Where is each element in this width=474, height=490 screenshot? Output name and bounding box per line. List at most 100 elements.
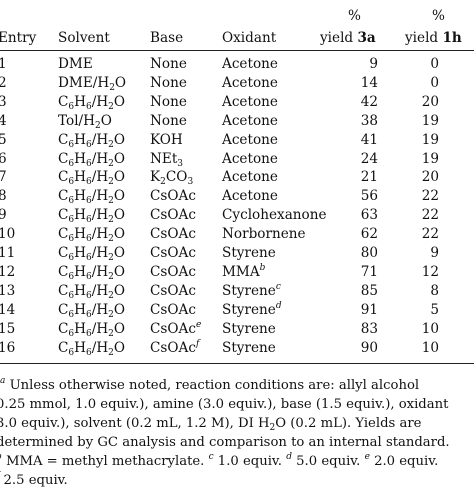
- table-row: 8 C6H6/H2O CsOAc Acetone 56 22: [0, 188, 474, 206]
- oxidant-cell: Acetone: [222, 169, 278, 186]
- base-cell: CsOAce: [150, 319, 202, 337]
- yield-3a-percent-header: %: [348, 8, 361, 24]
- solvent-cell: C6H6/H2O: [58, 169, 126, 188]
- table-row: 15 C6H6/H2O CsOAce Styrene 83 10: [0, 319, 474, 339]
- table-row: 14 C6H6/H2O CsOAc Styrened 91 5: [0, 300, 474, 320]
- base-cell: NEt3: [150, 150, 184, 169]
- entry-cell: 16: [0, 339, 16, 356]
- solvent-cell: C6H6/H2O: [58, 263, 126, 282]
- footnote-line: a Unless otherwise noted, reaction condi…: [0, 376, 420, 394]
- yield-3a-cell: 38: [360, 112, 378, 129]
- oxidant-cell: Styrenec: [222, 281, 281, 299]
- table-row: 6 C6H6/H2O NEt3 Acetone 24 19: [0, 151, 474, 169]
- base-cell: CsOAcf: [150, 338, 200, 356]
- yield-3a-cell: 62: [360, 226, 378, 243]
- entry-cell: 2: [0, 74, 7, 91]
- entry-cell: 11: [0, 245, 16, 261]
- yield-3a-cell: 71: [360, 263, 378, 280]
- yield-1h-cell: 22: [421, 226, 439, 243]
- yield-1h-cell: 19: [421, 112, 439, 129]
- yield-3a-cell: 90: [360, 339, 378, 356]
- yield-1h-cell: 5: [430, 301, 439, 318]
- entry-cell: 13: [0, 282, 16, 299]
- yield-1h-cell: 19: [421, 131, 439, 148]
- solvent-cell: DME: [58, 56, 93, 72]
- yield-3a-cell: 56: [360, 188, 378, 205]
- footnote-line: 3.0 equiv.), solvent (0.2 mL, 1.2 M), DI…: [0, 416, 422, 433]
- solvent-cell: C6H6/H2O: [58, 93, 126, 112]
- yield-3a-cell: 9: [369, 56, 378, 72]
- table-row: 4 Tol/H2O None Acetone 38 19: [0, 113, 474, 131]
- yield-1h-header: yield 1h: [405, 30, 462, 46]
- table-row: 11 C6H6/H2O CsOAc Styrene 80 9: [0, 245, 474, 263]
- base-cell: K2CO3: [150, 169, 194, 188]
- solvent-cell: C6H6/H2O: [58, 131, 126, 150]
- yield-1h-cell: 8: [430, 282, 439, 299]
- entry-cell: 3: [0, 93, 7, 110]
- oxidant-cell: Norbornene: [222, 226, 306, 243]
- base-cell: CsOAc: [150, 282, 196, 299]
- oxidant-cell: Acetone: [222, 93, 278, 110]
- table-footnote: a Unless otherwise noted, reaction condi…: [0, 376, 474, 490]
- solvent-cell: C6H6/H2O: [58, 320, 126, 339]
- oxidant-header: Oxidant: [222, 30, 277, 46]
- base-cell: KOH: [150, 131, 183, 148]
- header-divider: [0, 50, 474, 51]
- yield-3a-header: yield 3a: [320, 30, 376, 46]
- table-row: 5 C6H6/H2O KOH Acetone 41 19: [0, 132, 474, 150]
- table-row: 7 C6H6/H2O K2CO3 Acetone 21 20: [0, 169, 474, 187]
- entry-cell: 15: [0, 320, 16, 337]
- oxidant-cell: Styrened: [222, 300, 282, 318]
- table-row: 1 DME None Acetone 9 0: [0, 56, 474, 74]
- table-row: 2 DME/H2O None Acetone 14 0: [0, 75, 474, 93]
- base-cell: None: [150, 56, 187, 72]
- yield-1h-cell: 20: [421, 93, 439, 110]
- table-row: 3 C6H6/H2O None Acetone 42 20: [0, 94, 474, 112]
- oxidant-cell: Acetone: [222, 56, 278, 72]
- base-cell: CsOAc: [150, 263, 196, 280]
- oxidant-cell: Acetone: [222, 112, 278, 129]
- entry-cell: 4: [0, 112, 7, 129]
- table-row: 12 C6H6/H2O CsOAc MMAb 71 12: [0, 262, 474, 282]
- solvent-cell: DME/H2O: [58, 74, 127, 93]
- oxidant-cell: Cyclohexanone: [222, 207, 327, 224]
- solvent-header: Solvent: [58, 30, 110, 46]
- yield-1h-cell: 9: [430, 245, 439, 261]
- yield-1h-percent-header: %: [432, 8, 445, 24]
- base-cell: CsOAc: [150, 226, 196, 243]
- yield-3a-cell: 42: [360, 93, 378, 110]
- solvent-cell: C6H6/H2O: [58, 339, 126, 358]
- entry-cell: 1: [0, 56, 7, 72]
- solvent-cell: C6H6/H2O: [58, 226, 126, 245]
- oxidant-cell: Acetone: [222, 74, 278, 91]
- table-row: 10 C6H6/H2O CsOAc Norbornene 62 22: [0, 226, 474, 244]
- base-cell: CsOAc: [150, 207, 196, 224]
- base-cell: None: [150, 93, 187, 110]
- base-header: Base: [150, 30, 184, 46]
- entry-cell: 12: [0, 263, 16, 280]
- yield-3a-cell: 83: [360, 320, 378, 337]
- oxidant-cell: MMAb: [222, 262, 266, 280]
- oxidant-cell: Styrene: [222, 320, 276, 337]
- entry-cell: 6: [0, 150, 7, 167]
- base-cell: None: [150, 74, 187, 91]
- yield-3a-cell: 24: [360, 150, 378, 167]
- table-row: 9 C6H6/H2O CsOAc Cyclohexanone 63 22: [0, 207, 474, 225]
- oxidant-cell: Styrene: [222, 339, 276, 356]
- yield-1h-cell: 0: [430, 74, 439, 91]
- oxidant-cell: Acetone: [222, 150, 278, 167]
- yield-3a-cell: 80: [360, 245, 378, 261]
- base-cell: CsOAc: [150, 188, 196, 205]
- footnote-line: determined by GC analysis and comparison…: [0, 435, 450, 450]
- footnote-line: b MMA = methyl methacrylate. c 1.0 equiv…: [0, 452, 439, 470]
- footnote-line: 0.25 mmol, 1.0 equiv.), amine (3.0 equiv…: [0, 397, 449, 412]
- entry-cell: 9: [0, 207, 7, 224]
- yield-1h-cell: 22: [421, 188, 439, 205]
- yield-1h-cell: 19: [421, 150, 439, 167]
- yield-3a-cell: 21: [360, 169, 378, 186]
- yield-1h-cell: 0: [430, 56, 439, 72]
- entry-cell: 7: [0, 169, 7, 186]
- yield-1h-cell: 20: [421, 169, 439, 186]
- solvent-cell: C6H6/H2O: [58, 245, 126, 263]
- base-cell: CsOAc: [150, 245, 196, 261]
